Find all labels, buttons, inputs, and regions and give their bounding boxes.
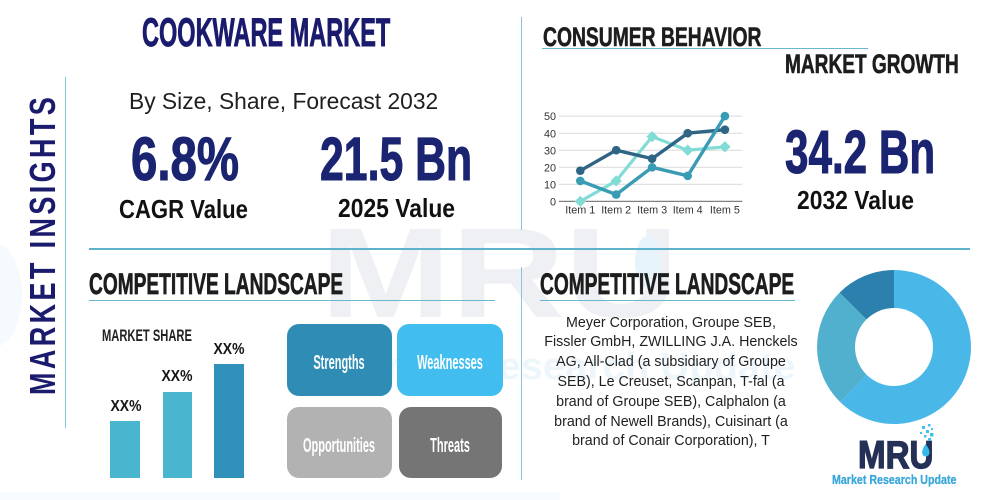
svg-text:10: 10: [544, 179, 556, 191]
svg-text:20: 20: [544, 162, 556, 174]
svg-text:Item 2: Item 2: [601, 205, 631, 217]
svg-text:Item 3: Item 3: [637, 205, 667, 217]
svg-text:0: 0: [550, 197, 556, 209]
svg-text:Item 5: Item 5: [710, 205, 740, 217]
svg-text:40: 40: [544, 128, 556, 140]
svg-text:Item 1: Item 1: [565, 205, 595, 217]
svg-text:30: 30: [544, 145, 556, 157]
svg-text:Item 4: Item 4: [673, 205, 703, 217]
svg-text:50: 50: [544, 111, 556, 123]
